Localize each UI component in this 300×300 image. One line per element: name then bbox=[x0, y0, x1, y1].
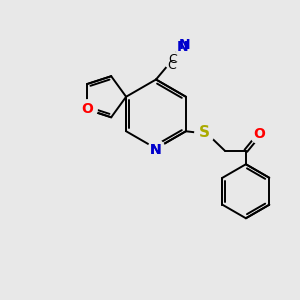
Text: O: O bbox=[254, 127, 265, 141]
Text: C: C bbox=[168, 53, 177, 67]
Text: O: O bbox=[82, 102, 94, 116]
Text: N: N bbox=[179, 38, 190, 52]
Text: N: N bbox=[177, 40, 189, 54]
Text: N: N bbox=[150, 143, 162, 157]
Text: C: C bbox=[168, 59, 176, 72]
Text: S: S bbox=[198, 125, 209, 140]
Text: N: N bbox=[150, 143, 162, 157]
